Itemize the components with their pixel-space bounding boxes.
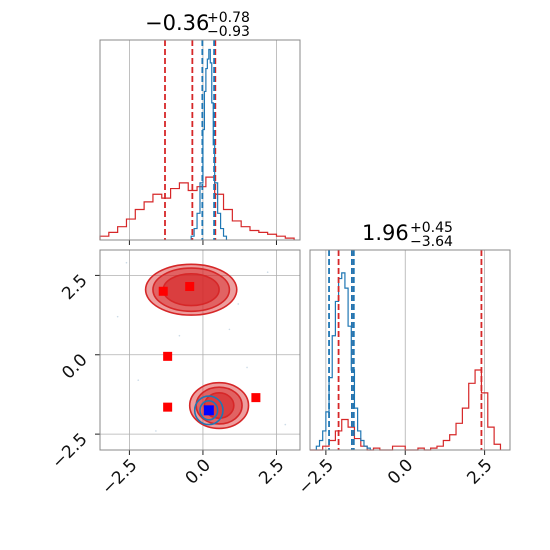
title-top-left-minus: −0.93	[207, 24, 250, 40]
bl-yticklabel-2: 2.5	[58, 271, 91, 304]
bl-scatter-point-4	[246, 366, 248, 369]
bl-scatter-point-7	[284, 423, 287, 426]
tl-frame	[99, 39, 301, 241]
bl-contour-2-level-0	[193, 395, 224, 426]
bl-scatter-point-2	[178, 334, 181, 337]
br-hist-series-1	[315, 272, 371, 450]
title-top-left-plus: +0.78	[207, 10, 250, 26]
bl-scatter-point-6	[266, 271, 269, 274]
bl-xticklabel-1: 0.0	[182, 455, 215, 488]
bl-scatter-point-5	[155, 430, 157, 432]
tl-hist-series-1	[190, 48, 228, 240]
bl-red-marker-0	[158, 286, 168, 296]
bl-xticklabel-2: 2.5	[255, 455, 288, 488]
br-xticklabel-2: 2.5	[463, 455, 496, 488]
bl-red-marker-2	[163, 351, 173, 361]
bl-blue-marker-0	[203, 405, 214, 416]
bl-red-marker-3	[163, 402, 173, 412]
bl-scatter-point-8	[237, 303, 240, 305]
title-bottom-right-minus: −3.64	[410, 234, 453, 250]
br-xticklabel-1: 0.0	[384, 455, 417, 488]
bl-red-marker-1	[185, 282, 195, 292]
bl-scatter-point-0	[116, 315, 119, 318]
panel-bottom-right-histogram: −2.5 0.0 2.5	[295, 249, 511, 499]
bl-yticklabel-0: −2.5	[48, 430, 91, 473]
bl-red-marker-4	[251, 393, 261, 403]
panel-bottom-left-scatter: −2.5 0.0 2.5 −2.5 0.0 2.5	[48, 249, 301, 499]
br-frame	[309, 249, 511, 451]
bl-scatter-point-9	[125, 261, 128, 264]
title-bottom-right-value: 1.96	[362, 221, 409, 245]
bl-scatter-point-1	[137, 379, 140, 381]
bl-yticklabel-1: 0.0	[58, 350, 91, 383]
panel-top-left-histogram	[99, 39, 301, 245]
bl-scatter-point-3	[228, 328, 231, 331]
bl-xticklabel-0: −2.5	[98, 455, 141, 498]
bl-contour-2-level-1	[199, 399, 219, 421]
br-xticklabel-0: −2.5	[295, 455, 338, 498]
title-top-left-value: −0.36	[145, 11, 209, 35]
title-top-left: −0.36	[145, 11, 209, 35]
bl-frame	[99, 249, 301, 451]
tl-hist-series-0	[99, 176, 295, 240]
title-bottom-right-plus: +0.45	[410, 220, 453, 236]
